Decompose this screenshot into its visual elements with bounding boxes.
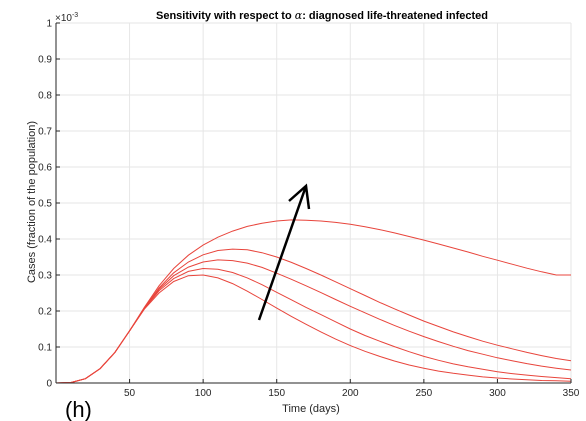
y-scale-base: ×10: [55, 13, 72, 24]
y-tick-label: 0.1: [38, 343, 52, 354]
series-line-5: [55, 219, 571, 384]
x-axis-label: Time (days): [282, 403, 340, 415]
x-tick-label: 50: [124, 388, 136, 399]
chart-title-prefix: Sensitivity with respect to: [156, 10, 295, 22]
axes: [55, 22, 572, 384]
x-tick-label: 100: [195, 388, 212, 399]
trend-arrow: [257, 183, 311, 321]
grid: [56, 22, 572, 384]
x-tick-label: 250: [416, 388, 433, 399]
series-line-4: [55, 248, 572, 384]
y-tick-label: 0.2: [38, 307, 52, 318]
x-tick-label: 150: [268, 388, 285, 399]
y-tick-label: 0.3: [38, 271, 52, 282]
panel-label: (h): [65, 397, 92, 421]
y-tick-label: 0.5: [38, 199, 52, 210]
x-tick-label: 200: [342, 388, 359, 399]
chart-title: Sensitivity with respect to α: diagnosed…: [156, 9, 488, 22]
arrow-shaft: [257, 185, 308, 321]
arrow-head: [288, 183, 311, 210]
chart-title-suffix: : diagnosed life-threatened infected: [302, 10, 488, 22]
y-tick-label: 0.9: [38, 55, 52, 66]
y-scale-exponent: ×10-3: [55, 12, 78, 24]
x-tick-label: 300: [489, 388, 506, 399]
y-tick-label: 0.8: [38, 91, 52, 102]
series-line-1: [55, 274, 572, 384]
tick-labels: 50 100 150 200 250 300 350 0 0.1 0.2 0.3 0.4 0.5 0.6 0…: [38, 19, 580, 400]
series-group: [55, 219, 572, 384]
y-tick-label: 0: [46, 379, 52, 390]
y-scale-exp: -3: [72, 12, 78, 19]
y-axis-label: Cases (fraction of the population): [26, 121, 38, 283]
y-tick-label: 0.4: [38, 235, 52, 246]
y-tick-label: 0.7: [38, 127, 52, 138]
x-tick-label: 350: [563, 388, 580, 399]
chart-title-symbol: α: [295, 9, 303, 22]
y-tick-label: 1: [46, 19, 52, 30]
y-tick-label: 0.6: [38, 163, 52, 174]
series-line-3: [55, 259, 572, 384]
